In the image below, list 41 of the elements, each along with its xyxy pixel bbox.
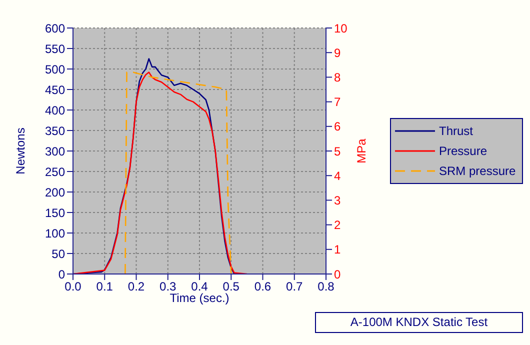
x-tick-label: 0.7 [286,280,304,294]
y-tick-label: 100 [44,226,66,240]
y2-tick-label: 0 [334,267,341,282]
legend-label: Thrust [439,124,474,138]
y-tick-label: 550 [44,42,66,56]
y2-tick-label: 8 [334,70,341,84]
x-tick-label: 0.0 [64,280,82,294]
y-tick-label: 500 [44,62,66,76]
y2-tick-label: 2 [334,218,341,232]
x-tick-label: 0.4 [191,280,208,294]
y-tick-label: 200 [44,185,66,200]
legend-label: Pressure [439,144,488,158]
y2-tick-label: 5 [334,144,341,158]
y-tick-label: 0 [58,267,66,282]
y-tick-label: 50 [52,246,66,261]
line-series [124,72,232,274]
y2-tick-label: 10 [334,21,348,36]
y-tick-label: 450 [44,82,66,97]
y2-axis-title: MPa [354,138,368,164]
x-tick-label: 0.2 [128,280,145,294]
text: A-100M KNDX Static Test [315,312,523,333]
legend-label: SRM pressure [439,164,516,178]
y2-tick-label: 9 [334,46,341,60]
y-tick-label: 600 [44,21,66,36]
y2-tick-label: 6 [334,120,341,134]
y-axis-title: Newtons [13,128,28,174]
x-tick-label: 0.6 [254,280,272,294]
y-tick-label: 300 [44,144,66,158]
y2-tick-label: 7 [334,95,341,110]
x-tick-label: 0.5 [222,280,240,294]
y-tick-label: 400 [44,103,66,118]
y2-tick-label: 1 [334,242,341,257]
y2-tick-label: 3 [334,193,341,208]
x-tick-label: 0.3 [160,280,177,294]
x-tick-label: 0.1 [96,280,114,294]
y-tick-label: 350 [44,124,66,138]
y2-tick-label: 4 [334,168,341,183]
x-axis-title: Time (sec.) [170,291,230,305]
x-tick-label: 0.8 [318,280,335,294]
y-tick-label: 250 [44,164,66,179]
y-tick-label: 150 [44,206,66,220]
